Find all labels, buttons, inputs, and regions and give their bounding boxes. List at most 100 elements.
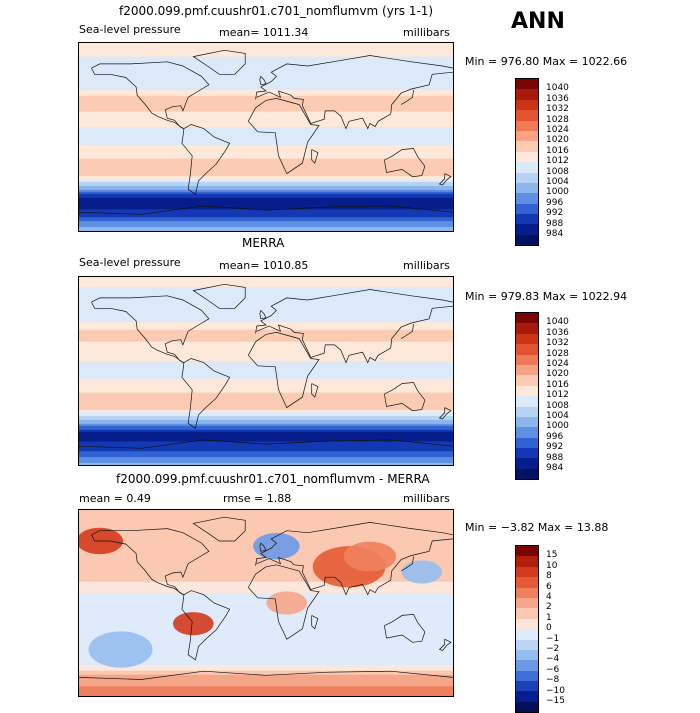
lat-band (79, 455, 453, 458)
panel-1-units-label: millibars (403, 26, 450, 39)
lat-band (79, 308, 453, 311)
panel-3-minmax-label: Min = −3.82 Max = 13.88 (465, 521, 609, 534)
anomaly-region (343, 541, 397, 572)
panel-3-units-label: millibars (403, 492, 450, 505)
lat-band (79, 649, 453, 653)
lat-band (79, 154, 453, 158)
coastline (384, 614, 426, 643)
colorbar-swatch (516, 468, 538, 480)
colorbar-swatch (516, 701, 538, 713)
lat-band (79, 123, 453, 126)
lat-band (79, 390, 453, 394)
lat-band (79, 674, 453, 678)
lat-band (79, 193, 453, 197)
lat-band (79, 148, 453, 152)
colorbar-tick-label: 1000 (546, 421, 569, 432)
lat-band (79, 560, 453, 563)
coastline (256, 538, 453, 596)
lat-band (79, 573, 453, 577)
colorbar-swatch (516, 234, 538, 246)
lat-band (79, 361, 453, 364)
lat-band (79, 229, 453, 231)
lat-band (79, 429, 453, 433)
lat-band (79, 606, 453, 610)
lat-band (79, 64, 453, 68)
lat-band (79, 62, 453, 66)
coastline (256, 305, 453, 364)
colorbar-swatch (516, 323, 538, 334)
colorbar-swatch (516, 618, 538, 630)
colorbar-swatch (516, 99, 538, 111)
coastline (91, 61, 210, 129)
lat-band (79, 612, 453, 616)
colorbar-tick-label: 1012 (546, 156, 569, 167)
colorbar-tick-label: 1032 (546, 338, 569, 349)
lat-band (79, 461, 453, 464)
lat-band (79, 121, 453, 124)
lat-band (79, 682, 453, 685)
lat-band (79, 608, 453, 612)
colorbar-tick-label: −8 (546, 675, 560, 686)
lat-band (79, 372, 453, 376)
coastline (438, 638, 452, 651)
lat-band (79, 119, 453, 122)
colorbar-tick-label: 1008 (546, 400, 569, 411)
lat-band (79, 672, 453, 676)
lat-band (79, 349, 453, 353)
panel-2-mean-label: mean= 1010.85 (219, 259, 309, 272)
lat-band (79, 376, 453, 380)
lat-band (79, 447, 453, 450)
panel-1-title: f2000.099.pmf.cuushr01.c701_nomflumvm (y… (119, 4, 434, 18)
lat-band (79, 84, 453, 87)
colorbar-tick-label: −10 (546, 685, 565, 696)
lat-band (79, 288, 453, 292)
lat-band (79, 639, 453, 643)
lat-band (79, 369, 453, 372)
colorbar-tick-label: 984 (546, 229, 564, 239)
panel-3-mean-label: mean = 0.49 (79, 492, 151, 505)
lat-band (79, 408, 453, 411)
lat-band (79, 416, 453, 419)
colorbar-swatch (516, 364, 538, 376)
lat-band (79, 441, 453, 445)
coastline (311, 615, 319, 630)
lat-band (79, 111, 453, 115)
lat-band (79, 374, 453, 378)
colorbar-swatch (516, 406, 538, 417)
lat-band (79, 160, 453, 164)
lat-band (79, 76, 453, 79)
lat-band (79, 282, 453, 286)
lat-band (79, 423, 453, 427)
lat-band (79, 371, 453, 374)
lat-band (79, 178, 453, 181)
lat-band (79, 339, 453, 343)
lat-band (79, 292, 453, 296)
lat-band (79, 189, 453, 193)
colorbar-tick-label: 1004 (546, 411, 569, 421)
colorbar-tick-label: −6 (546, 664, 560, 675)
lat-band (79, 351, 453, 354)
lat-band (79, 93, 453, 97)
lat-band (79, 433, 453, 437)
anomaly-region (401, 560, 443, 584)
lat-band (79, 314, 453, 317)
colorbar-tick-label: 1028 (546, 348, 569, 359)
lat-band (79, 684, 453, 687)
colorbar-swatch (516, 437, 538, 449)
lat-band (79, 97, 453, 101)
lat-band (79, 195, 453, 199)
lat-band (79, 414, 453, 417)
lat-band (79, 70, 453, 73)
lat-band (79, 595, 453, 598)
colorbar-swatch (516, 670, 538, 682)
lat-band (79, 277, 453, 280)
lat-band (79, 382, 453, 386)
coastline (91, 295, 210, 363)
colorbar-swatch (516, 182, 538, 194)
colorbar-tick-label: 1040 (546, 83, 569, 94)
colorbar-tick-label: 1024 (546, 125, 569, 135)
colorbar-tick-label: 992 (546, 442, 564, 453)
lat-band (79, 692, 453, 695)
coastline (181, 124, 231, 195)
lat-band (79, 327, 453, 331)
